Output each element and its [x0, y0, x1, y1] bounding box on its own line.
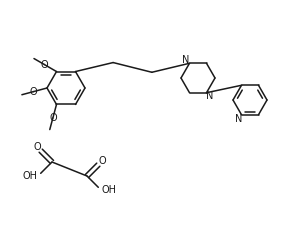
- Text: OH: OH: [101, 185, 116, 195]
- Text: O: O: [98, 156, 106, 166]
- Text: OH: OH: [23, 171, 38, 181]
- Text: O: O: [33, 142, 41, 152]
- Text: O: O: [30, 87, 37, 97]
- Text: O: O: [49, 113, 57, 123]
- Text: N: N: [235, 114, 242, 124]
- Text: N: N: [206, 91, 213, 101]
- Text: O: O: [41, 60, 48, 70]
- Text: N: N: [182, 55, 189, 65]
